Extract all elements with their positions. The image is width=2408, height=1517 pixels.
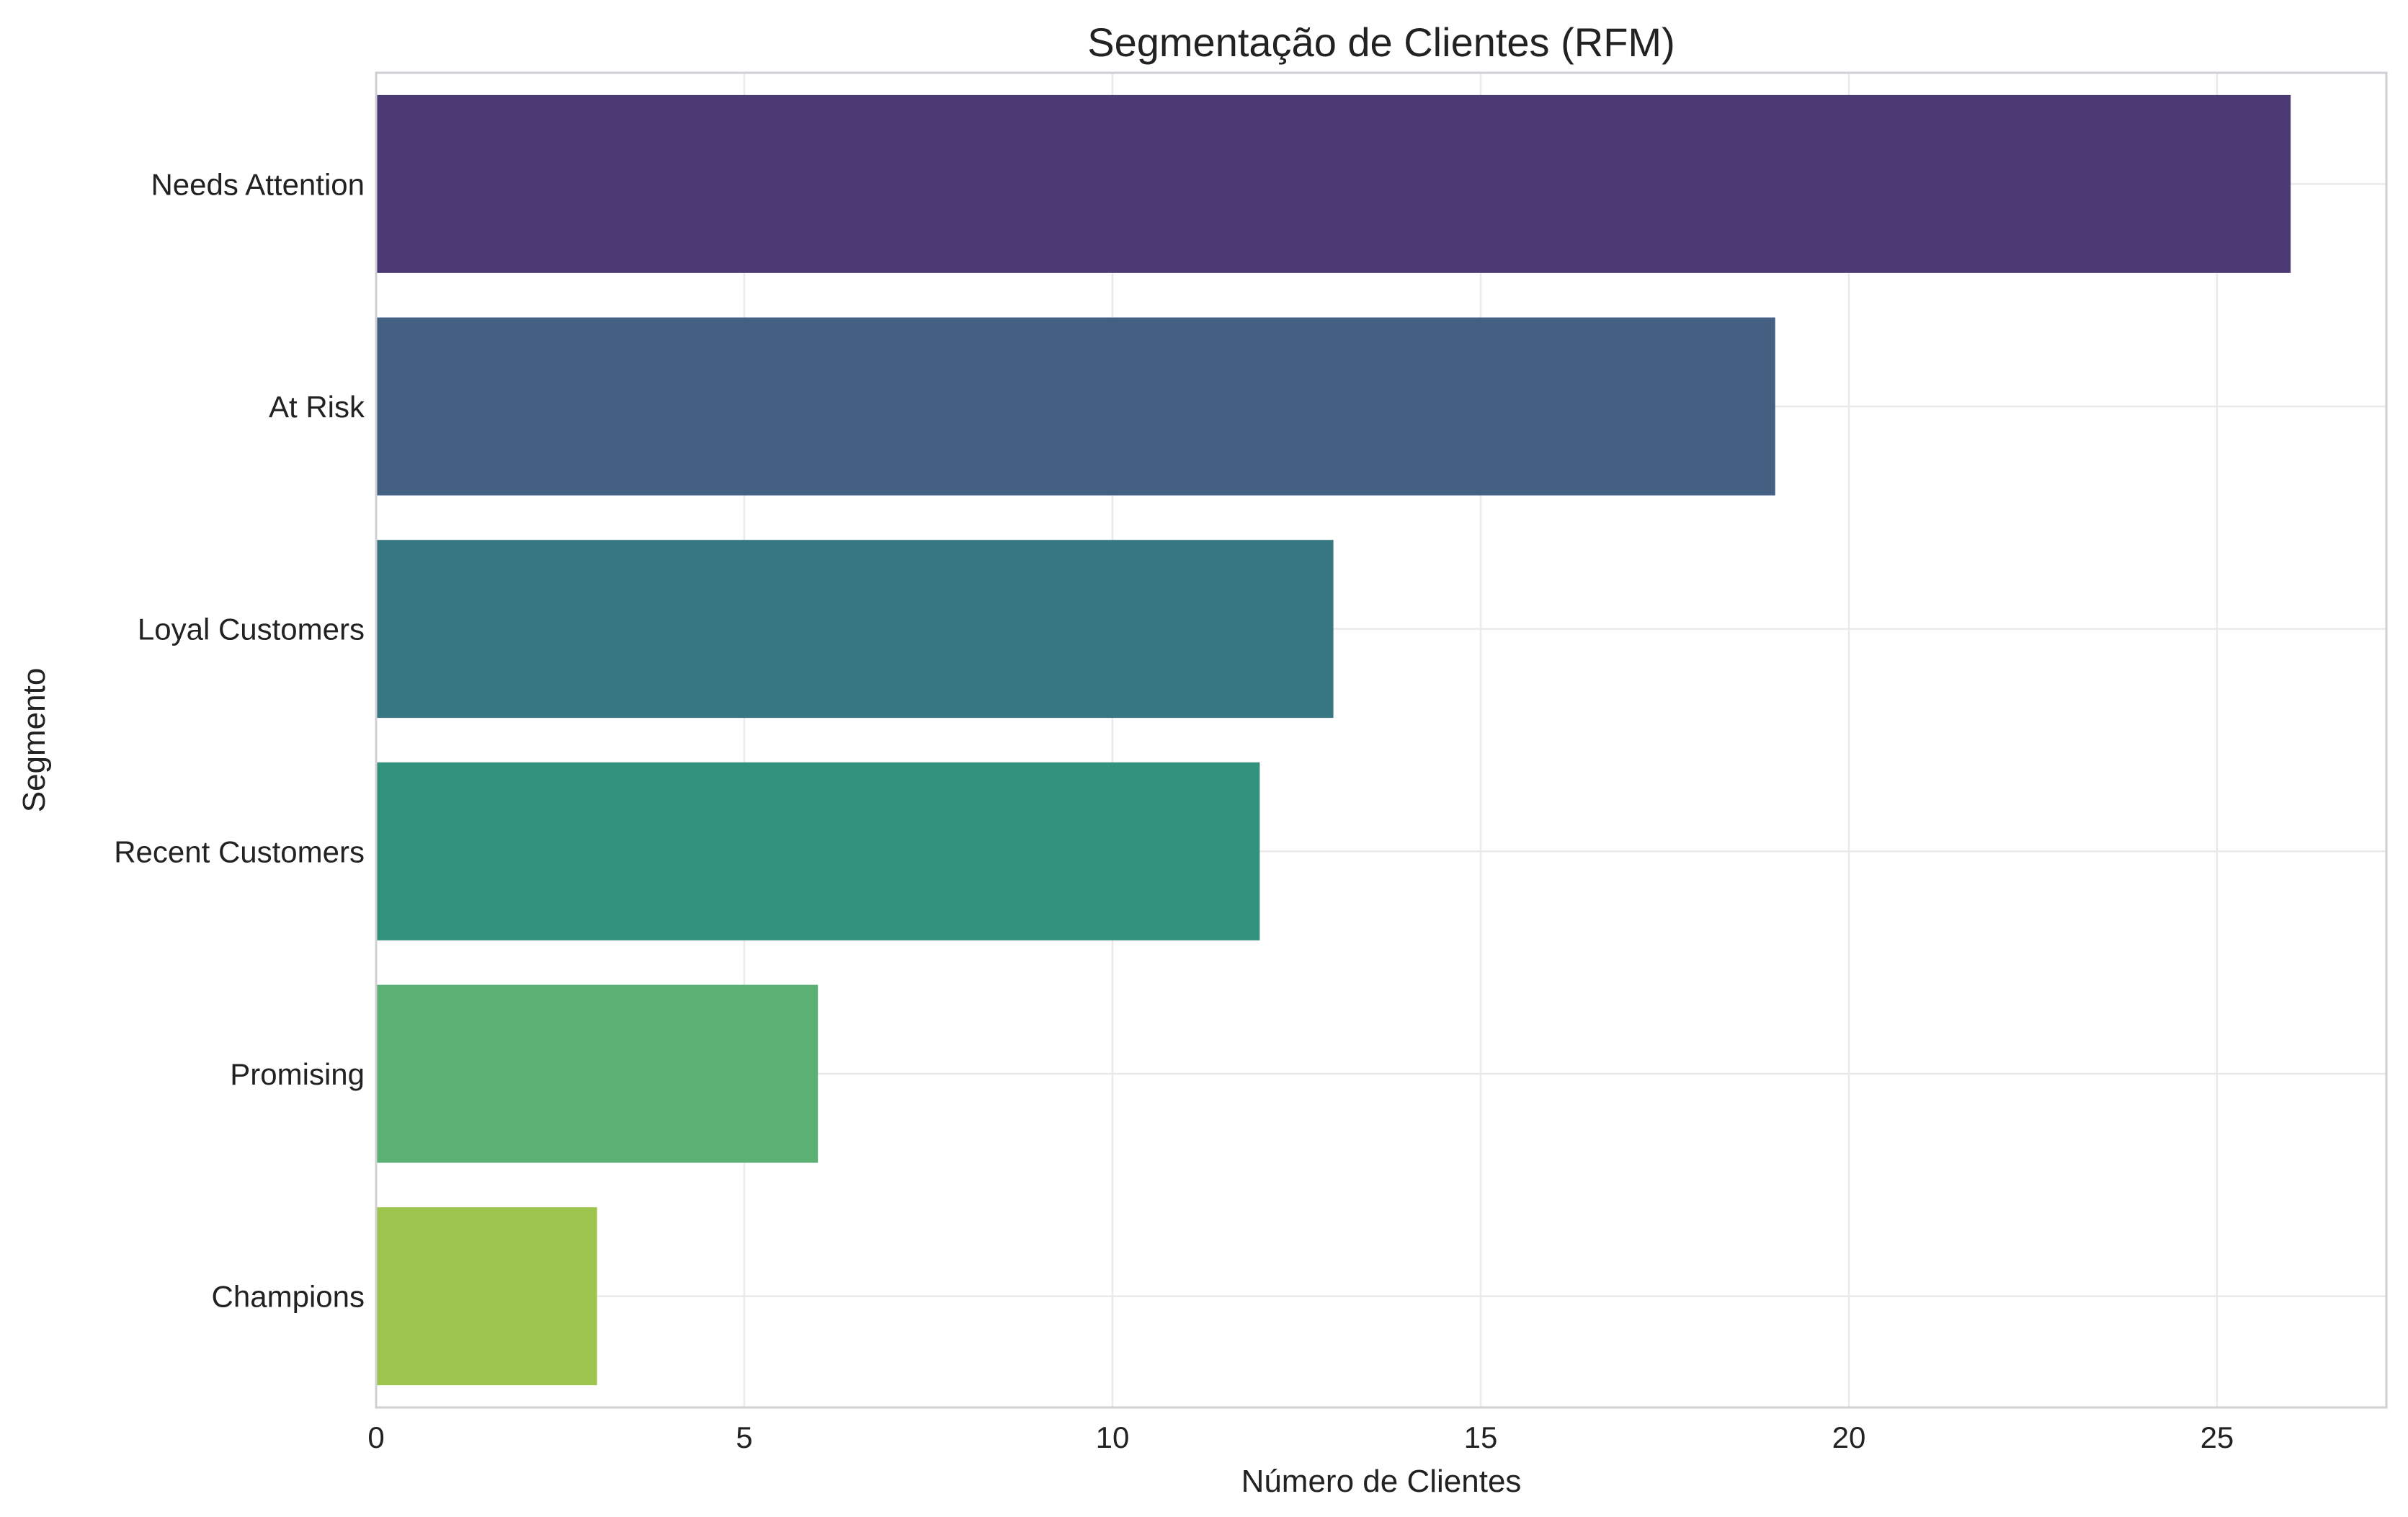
x-tick-label: 25 [2200, 1420, 2234, 1454]
x-axis-label: Número de Clientes [1241, 1464, 1522, 1499]
x-tick-label: 5 [736, 1420, 752, 1454]
bar-needs-attention [376, 94, 2291, 273]
y-tick-label-needs-attention: Needs Attention [151, 167, 365, 201]
x-tick-label: 0 [367, 1420, 384, 1454]
y-tick-label-recent-customers: Recent Customers [114, 835, 365, 868]
bar-recent-customers [376, 762, 1260, 940]
y-axis-label: Segmento [17, 668, 52, 813]
bar-loyal-customers [376, 540, 1334, 719]
x-tick-label: 15 [1464, 1420, 1498, 1454]
bar-at-risk [376, 317, 1775, 496]
bar-promising [376, 984, 819, 1163]
y-axis-ticks: Needs Attention At Risk Loyal Customers Rec… [114, 167, 365, 1313]
bars [376, 94, 2291, 1386]
x-axis-ticks: 0 5 10 15 20 25 [367, 1420, 2234, 1454]
y-tick-label-champions: Champions [212, 1280, 365, 1314]
x-tick-label: 20 [1832, 1420, 1866, 1454]
y-tick-label-at-risk: At Risk [269, 390, 365, 424]
plot-frame [375, 71, 2388, 1409]
chart-title: Segmentação de Clientes (RFM) [1087, 19, 1675, 65]
y-tick-label-promising: Promising [230, 1057, 365, 1091]
y-tick-label-loyal-customers: Loyal Customers [138, 613, 365, 646]
x-tick-label: 10 [1096, 1420, 1130, 1454]
bar-champions [376, 1207, 597, 1386]
